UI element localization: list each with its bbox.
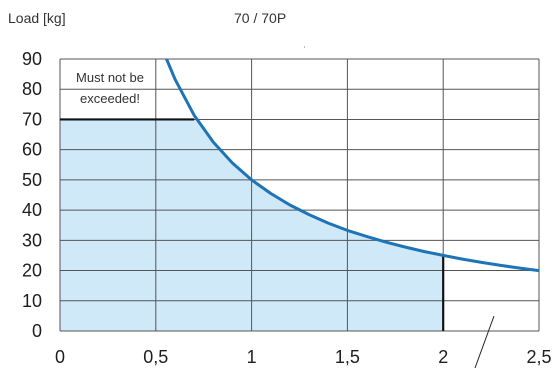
y-tick-label: 0 bbox=[32, 321, 42, 341]
warning-note-line1: Must not be bbox=[76, 70, 144, 85]
x-tick-label: 2 bbox=[438, 347, 448, 367]
y-tick-labels: 0 10 20 30 40 50 60 70 80 90 bbox=[22, 49, 42, 341]
y-tick-label: 70 bbox=[22, 109, 42, 129]
y-tick-label: 40 bbox=[22, 200, 42, 220]
grid bbox=[59, 58, 540, 332]
x-tick-label: 0 bbox=[55, 347, 65, 367]
x-tick-label: 0,5 bbox=[143, 347, 168, 367]
x-tick-label: 2,5 bbox=[526, 347, 551, 367]
y-axis-title: Load [kg] bbox=[8, 10, 66, 26]
y-tick-label: 30 bbox=[22, 230, 42, 250]
y-tick-label: 90 bbox=[22, 49, 42, 69]
x-tick-label: 1 bbox=[247, 347, 257, 367]
y-tick-label: 80 bbox=[22, 79, 42, 99]
x-tick-label: 1,5 bbox=[335, 347, 360, 367]
axis-break-mark bbox=[474, 315, 495, 369]
y-tick-label: 50 bbox=[22, 170, 42, 190]
load-curve bbox=[165, 58, 540, 273]
y-tick-label: 10 bbox=[22, 291, 42, 311]
model-label: 70 / 70P bbox=[234, 10, 286, 26]
warning-note-line2: exceeded! bbox=[80, 91, 140, 106]
y-tick-label: 20 bbox=[22, 261, 42, 281]
y-tick-label: 60 bbox=[22, 140, 42, 160]
x-tick-labels: 0 0,5 1 1,5 2 2,5 bbox=[55, 347, 552, 367]
